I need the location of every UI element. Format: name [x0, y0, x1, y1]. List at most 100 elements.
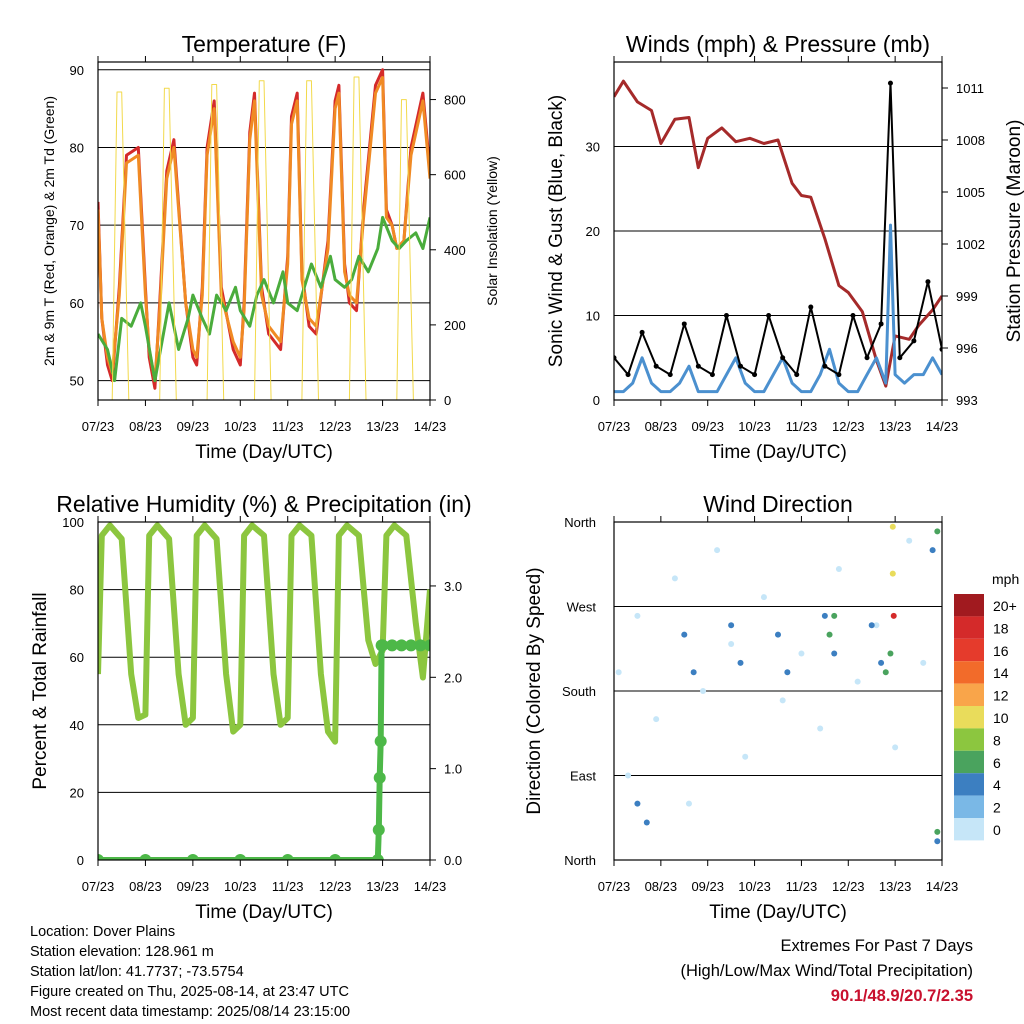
legend-label: 12: [993, 688, 1009, 704]
y-right-tick-label: 999: [956, 289, 978, 304]
legend-swatch: [954, 616, 984, 639]
x-tick-label: 10/23: [738, 879, 771, 894]
station-info: Location: Dover Plains Station elevation…: [30, 922, 350, 1022]
data-point: [934, 838, 941, 845]
plot-frame: [97, 61, 431, 401]
extremes-subtitle: (High/Low/Max Wind/Total Precipitation): [680, 962, 973, 980]
data-point: [760, 594, 767, 601]
data-point: [897, 355, 903, 361]
legend-label: 6: [993, 755, 1001, 771]
chart-panel-4: Wind Direction Time (Day/UTC) North East Sou…: [524, 491, 1019, 923]
data-point: [817, 725, 824, 732]
legend-swatch: [954, 795, 984, 818]
x-tick-label: 13/23: [879, 419, 912, 434]
legend-label: 0: [993, 822, 1001, 838]
y-tick-label: South: [562, 684, 596, 699]
data-point: [864, 355, 870, 361]
y-axis-label: Sonic Wind & Gust (Blue, Black): [546, 95, 567, 367]
data-point: [854, 678, 861, 685]
x-tick-label: 10/23: [224, 879, 257, 894]
station-location: Location: Dover Plains: [30, 924, 176, 940]
x-tick-label: 12/23: [832, 419, 865, 434]
series-line-1: [98, 522, 430, 745]
data-point: [873, 622, 880, 629]
data-point: [868, 622, 875, 629]
legend-label: 16: [993, 643, 1009, 659]
data-point: [821, 612, 828, 619]
y-right-tick-label: 1.0: [444, 762, 462, 777]
data-point: [386, 639, 399, 652]
chart-panel-3: Relative Humidity (%) & Precipitation (i…: [30, 491, 472, 923]
data-point: [906, 537, 913, 544]
y-right-tick-label: 800: [444, 93, 466, 108]
series-line-3: [98, 215, 430, 383]
legend-label: 2: [993, 800, 1001, 816]
data-point: [700, 688, 707, 694]
y-tick-label: 20: [586, 224, 600, 239]
extremes-title: Extremes For Past 7 Days: [780, 937, 973, 955]
x-tick-label: 07/23: [82, 419, 115, 434]
data-point: [634, 800, 641, 807]
data-point: [653, 363, 659, 369]
data-point: [643, 819, 650, 826]
data-point: [766, 313, 772, 318]
legend-label: 20+: [993, 598, 1017, 614]
data-point: [752, 372, 758, 378]
data-point: [779, 697, 786, 704]
data-point: [831, 650, 838, 657]
y-right-tick-label: 1011: [956, 81, 984, 96]
legend-label: 14: [993, 665, 1009, 681]
data-point: [690, 669, 697, 676]
data-point: [929, 547, 936, 554]
data-point: [737, 659, 744, 666]
y-right-tick-label: 2.0: [444, 670, 462, 685]
y-axis-label: Direction (Colored By Speed): [524, 567, 545, 814]
y-tick-label: 60: [70, 650, 84, 665]
x-tick-label: 10/23: [224, 419, 257, 434]
data-point: [784, 669, 791, 676]
data-point: [625, 372, 631, 378]
y-tick-label: 0: [77, 853, 84, 868]
data-point: [798, 650, 805, 657]
data-point: [889, 570, 896, 577]
x-axis-label: Time (Day/UTC): [709, 442, 847, 463]
data-point: [794, 372, 800, 378]
x-tick-label: 09/23: [177, 419, 210, 434]
y-right-tick-label: 1008: [956, 133, 985, 148]
x-tick-label: 10/23: [738, 419, 771, 434]
data-point: [681, 321, 687, 327]
plot-area: [614, 79, 942, 394]
plot-frame: [97, 521, 431, 861]
y-tick-label: North: [564, 853, 596, 868]
data-point: [281, 854, 294, 860]
y-tick-label: 20: [70, 785, 84, 800]
legend-swatch: [954, 818, 984, 841]
data-point: [780, 355, 786, 361]
most-recent-timestamp: Most recent data timestamp: 2025/08/14 2…: [30, 1004, 351, 1020]
data-point: [723, 313, 729, 318]
chart-title: Winds (mph) & Pressure (mb): [626, 31, 930, 57]
data-point: [808, 304, 814, 310]
extremes-summary: Extremes For Past 7 Days (High/Low/Max W…: [680, 934, 973, 1009]
y-right-tick-label: 1005: [956, 185, 985, 200]
plot-frame: [613, 61, 943, 401]
data-point: [890, 612, 897, 619]
plot-area: [615, 523, 941, 845]
data-point: [878, 321, 884, 327]
data-point: [889, 523, 896, 530]
x-tick-label: 13/23: [366, 419, 399, 434]
data-point: [395, 639, 408, 652]
y-tick-label: 30: [586, 140, 600, 155]
data-point: [371, 854, 384, 860]
data-point: [878, 659, 885, 666]
x-tick-label: 09/23: [177, 879, 210, 894]
y-tick-label: East: [570, 769, 596, 784]
legend-swatch: [954, 773, 984, 796]
x-tick-label: 11/23: [272, 879, 304, 894]
data-point: [414, 639, 427, 652]
chart-panel-1: Temperature (F) Time (Day/UTC) 50 60 70 80 90 0…: [41, 31, 500, 463]
y-axis-right-label: Station Pressure (Maroon): [1004, 120, 1024, 343]
data-point: [714, 547, 721, 554]
plot-frame: [613, 521, 943, 861]
